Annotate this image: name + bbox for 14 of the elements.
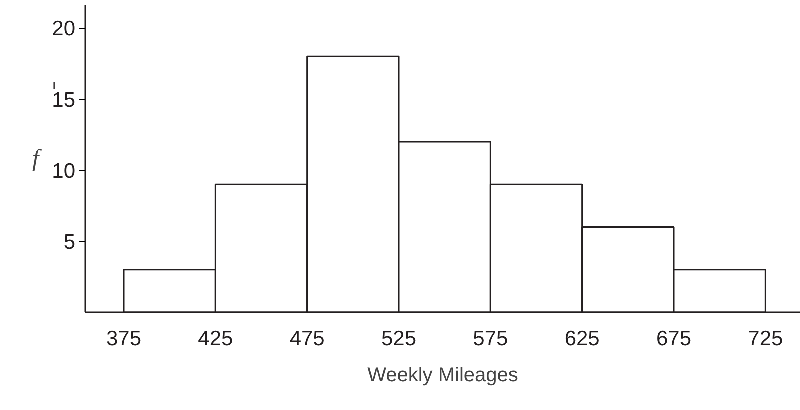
x-tick-label: 475 bbox=[290, 328, 325, 350]
y-axis-title: f bbox=[32, 146, 42, 172]
x-tick-label: 725 bbox=[748, 328, 784, 350]
y-tick-label: 20 bbox=[52, 18, 76, 41]
x-axis-title: Weekly Mileages bbox=[368, 364, 518, 386]
y-tick-label: 15 bbox=[52, 88, 76, 112]
x-tick-label: 425 bbox=[198, 328, 234, 350]
x-tick-label: 675 bbox=[656, 328, 692, 350]
x-tick-label: 525 bbox=[381, 328, 417, 350]
x-tick-label: 575 bbox=[473, 328, 508, 350]
y-tick-label: 10 bbox=[52, 160, 76, 183]
y-tick-label: 5 bbox=[64, 230, 76, 254]
x-tick-label: 625 bbox=[564, 328, 600, 350]
x-tick-label: 375 bbox=[106, 328, 142, 350]
